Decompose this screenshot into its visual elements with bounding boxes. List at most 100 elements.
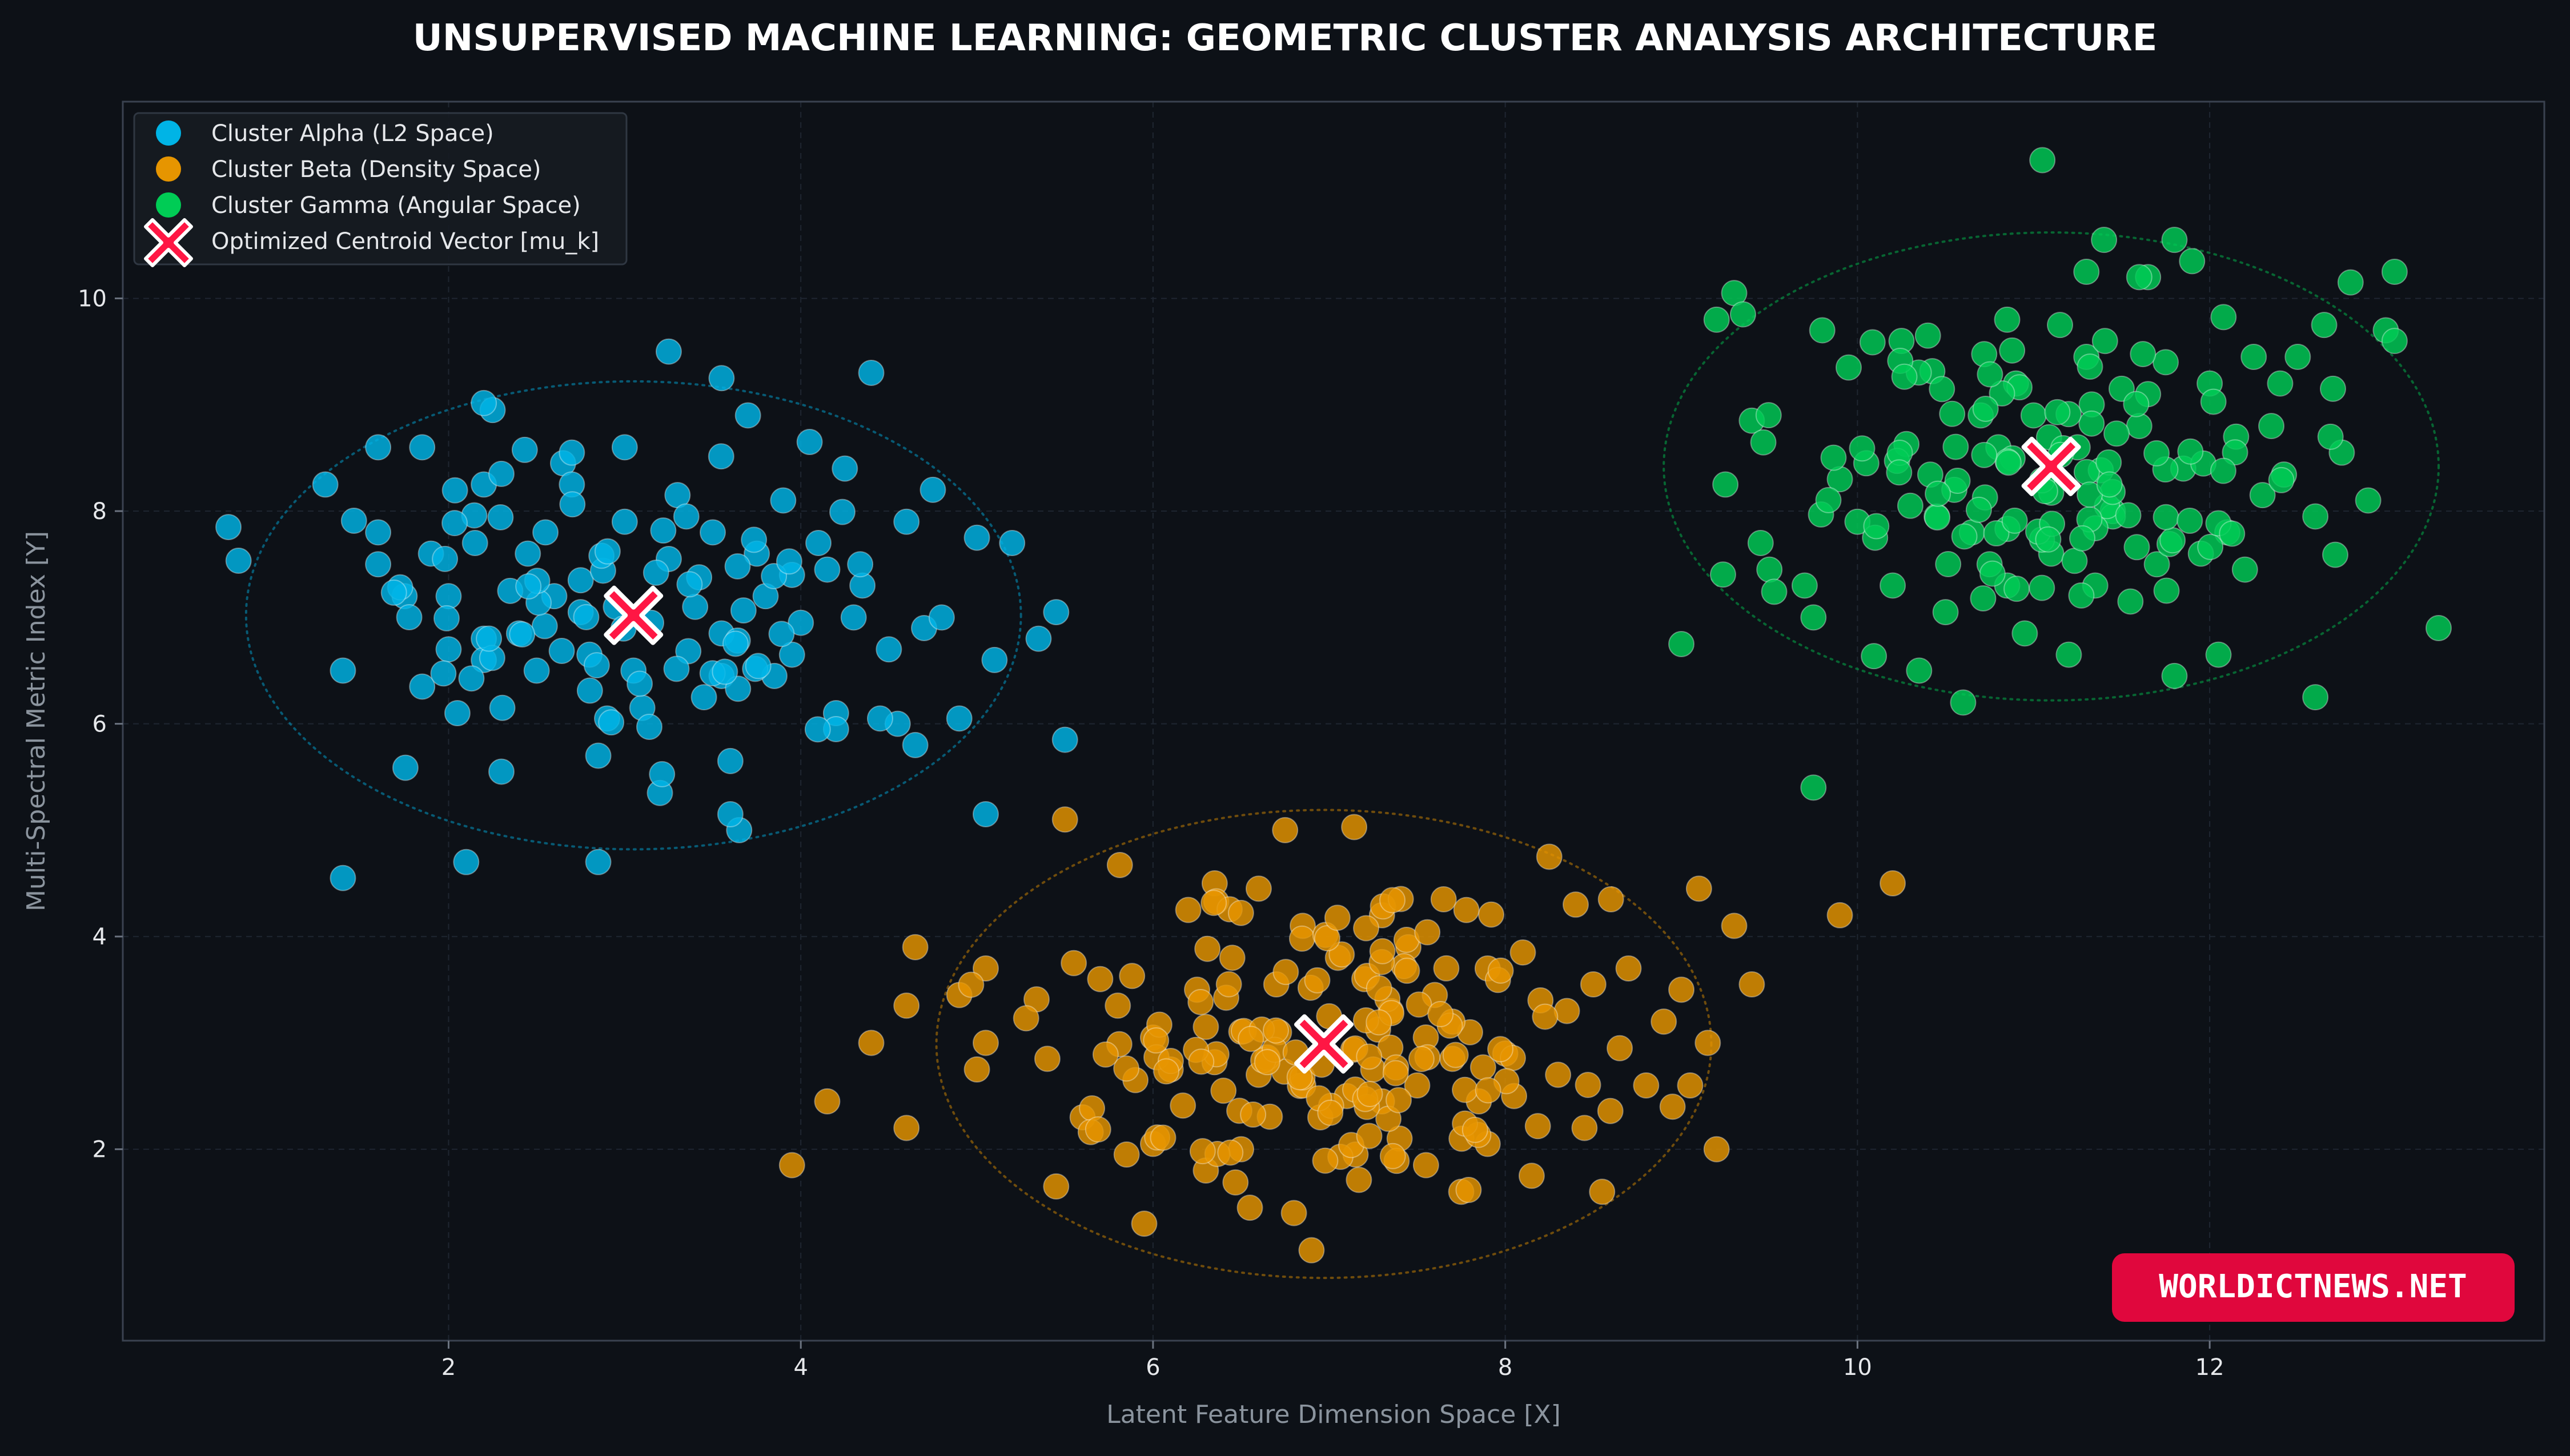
data-point [1761, 578, 1788, 605]
data-point [511, 436, 538, 463]
data-point [1553, 998, 1580, 1024]
data-point [1312, 1147, 1339, 1174]
data-point [1051, 806, 1078, 833]
data-point [2126, 264, 2153, 291]
data-point [1353, 915, 1380, 942]
data-point [2123, 391, 2150, 417]
data-point [1859, 329, 1886, 356]
data-point [1815, 486, 1842, 513]
data-point [1189, 1138, 1216, 1165]
data-point [814, 556, 841, 583]
data-point [559, 439, 585, 466]
centroid-marker [2021, 436, 2081, 496]
data-point [1219, 944, 1246, 971]
data-point [832, 455, 858, 482]
data-point [488, 460, 515, 487]
data-point [1475, 1077, 1501, 1104]
data-point [2258, 413, 2285, 440]
watermark-background [2112, 1253, 2515, 1322]
data-point [548, 638, 575, 665]
data-point [1633, 1072, 1660, 1099]
data-point [1487, 1036, 1514, 1063]
data-point [1356, 1123, 1383, 1149]
data-point [1346, 1167, 1372, 1193]
data-point [2153, 577, 2180, 604]
legend-label-alpha: Cluster Alpha (L2 Space) [211, 120, 494, 147]
data-point [1461, 1116, 1488, 1143]
centroid-x-shape [604, 585, 664, 645]
data-point [1677, 1072, 1704, 1099]
data-point [1366, 1009, 1392, 1036]
data-point [1288, 925, 1315, 952]
data-point [1820, 444, 1847, 471]
data-point [893, 992, 920, 1019]
data-point [2159, 527, 2186, 554]
data-point [392, 754, 419, 781]
data-point [441, 510, 468, 537]
data-point [1175, 896, 1202, 923]
data-point [1238, 1025, 1264, 1052]
data-point [2219, 520, 2246, 547]
data-point [2001, 507, 2028, 534]
data-point [2268, 466, 2295, 493]
data-point [430, 660, 457, 687]
data-point [1880, 572, 1906, 599]
data-point [453, 848, 480, 875]
data-point [2091, 328, 2118, 355]
legend-label-centroid: Optimized Centroid Vector [mu_k] [211, 228, 599, 255]
data-point [972, 801, 999, 827]
data-point [1545, 1061, 1572, 1088]
data-point [1977, 361, 2003, 388]
data-point [1509, 939, 1536, 966]
data-point [1442, 1041, 1469, 1068]
data-point [1043, 599, 1070, 626]
data-point [2126, 413, 2153, 440]
data-point [1800, 774, 1827, 801]
data-point [1113, 1141, 1140, 1168]
legend-label-gamma: Cluster Gamma (Angular Space) [211, 192, 581, 219]
data-point [1328, 941, 1355, 968]
data-point [2077, 353, 2103, 380]
centroid-x-shape [2021, 436, 2081, 496]
data-point [2249, 482, 2276, 509]
data-point [1906, 657, 1933, 684]
data-point [1356, 1081, 1383, 1108]
data-point [2205, 641, 2232, 668]
data-point [2078, 410, 2105, 437]
data-point [999, 530, 1026, 557]
data-point [1965, 496, 1992, 523]
data-point [2103, 420, 2130, 447]
data-point [594, 538, 621, 565]
data-point [1944, 468, 1971, 494]
data-point [380, 579, 407, 606]
data-point [1532, 1003, 1559, 1030]
data-point [2177, 508, 2203, 534]
data-point [1356, 1043, 1383, 1070]
data-point [676, 571, 703, 598]
data-point [489, 694, 516, 721]
data-point [722, 630, 749, 657]
data-point [340, 508, 367, 534]
data-point [1200, 890, 1227, 916]
data-point [1215, 971, 1242, 998]
chart-title: UNSUPERVISED MACHINE LEARNING: GEOMETRIC… [413, 17, 2158, 59]
data-point [1809, 317, 1836, 344]
data-point [488, 758, 515, 785]
data-point [2210, 304, 2237, 331]
y-tick-label: 10 [78, 286, 107, 312]
data-point [2061, 548, 2088, 574]
data-point [1597, 1097, 1624, 1124]
legend: Cluster Alpha (L2 Space) Cluster Beta (D… [133, 112, 628, 267]
data-point [1729, 301, 1756, 328]
data-point [1994, 306, 2021, 333]
data-point [708, 443, 734, 470]
data-point [745, 653, 772, 679]
grid-lines [123, 102, 2544, 1341]
data-point [515, 573, 542, 600]
data-point [432, 545, 459, 572]
data-point [2044, 399, 2071, 425]
centroid-marker [1294, 1014, 1354, 1074]
data-point [365, 551, 392, 578]
data-point [2143, 551, 2170, 578]
data-point [1043, 1173, 1070, 1200]
